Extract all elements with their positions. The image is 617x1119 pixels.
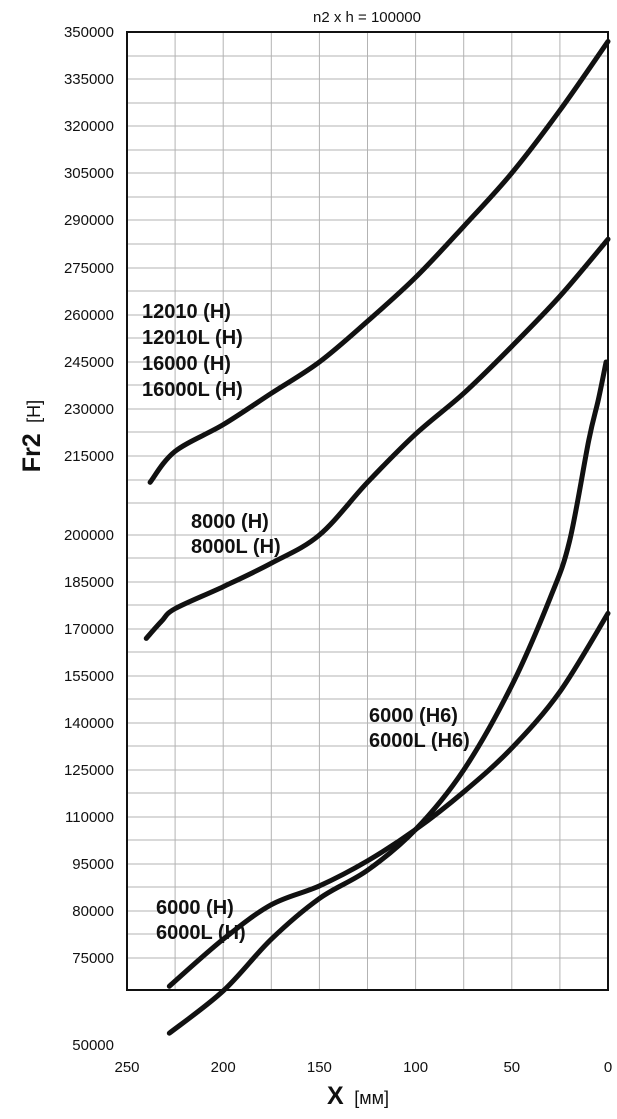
x-tick-label: 0: [604, 1059, 612, 1076]
y-tick-label: 350000: [64, 24, 114, 41]
y-tick-label: 95000: [72, 856, 114, 873]
x-axis-title: X [мм]: [327, 1082, 389, 1110]
series-label-s6000h: 6000L (Н): [156, 922, 246, 944]
series-line-s6000h: [166, 610, 611, 989]
y-axis-unit: [Н]: [24, 400, 44, 423]
series-label-s12010: 16000L (Н): [142, 379, 243, 401]
x-axis-unit: [мм]: [354, 1088, 389, 1108]
series-line-s8000: [143, 236, 611, 641]
y-tick-label: 200000: [64, 527, 114, 544]
x-tick-label: 250: [114, 1059, 139, 1076]
y-tick-label: 50000: [72, 1037, 114, 1054]
series-line-s12010: [147, 38, 611, 485]
y-tick-label: 275000: [64, 260, 114, 277]
x-axis-label: X: [327, 1082, 344, 1110]
series-label-s6000h6: 6000L (Н6): [369, 730, 470, 752]
y-axis-label: Fr2: [18, 433, 46, 472]
x-tick-label: 50: [503, 1059, 520, 1076]
y-tick-label: 290000: [64, 212, 114, 229]
series-line-s6000h6: [166, 359, 609, 1036]
y-tick-label: 170000: [64, 621, 114, 638]
labels-layer: 250 200 150 100 50 0 350000 335000 320000 305000 2…: [64, 24, 612, 1076]
x-tick-label: 200: [211, 1059, 236, 1076]
y-tick-label: 215000: [64, 448, 114, 465]
series-label-s8000: 8000 (Н): [191, 511, 269, 533]
y-tick-label: 110000: [65, 809, 114, 826]
y-tick-label: 335000: [64, 71, 114, 88]
series-label-s12010: 12010 (Н): [142, 301, 231, 323]
y-axis-title: Fr2 [Н]: [18, 400, 46, 472]
y-tick-label: 260000: [64, 307, 114, 324]
y-tick-label: 125000: [64, 762, 114, 779]
x-tick-label: 150: [307, 1059, 332, 1076]
y-tick-label: 140000: [64, 715, 114, 732]
series-layer: [143, 38, 611, 1036]
chart-title: n2 x h = 100000: [313, 9, 421, 26]
y-tick-label: 185000: [64, 574, 114, 591]
series-label-s12010: 16000 (Н): [142, 353, 231, 375]
y-tick-label: 305000: [64, 165, 114, 182]
x-tick-label: 100: [403, 1059, 428, 1076]
y-tick-label: 155000: [64, 668, 114, 685]
series-label-s6000h6: 6000 (Н6): [369, 705, 458, 727]
y-tick-label: 80000: [72, 903, 114, 920]
y-tick-label: 75000: [72, 950, 114, 967]
y-tick-label: 320000: [64, 118, 114, 135]
y-tick-label: 245000: [64, 354, 114, 371]
plot-frame: [126, 31, 609, 991]
series-label-s12010: 12010L (Н): [142, 327, 243, 349]
y-tick-label: 230000: [64, 401, 114, 418]
series-label-s6000h: 6000 (Н): [156, 897, 234, 919]
series-label-s8000: 8000L (Н): [191, 536, 281, 558]
